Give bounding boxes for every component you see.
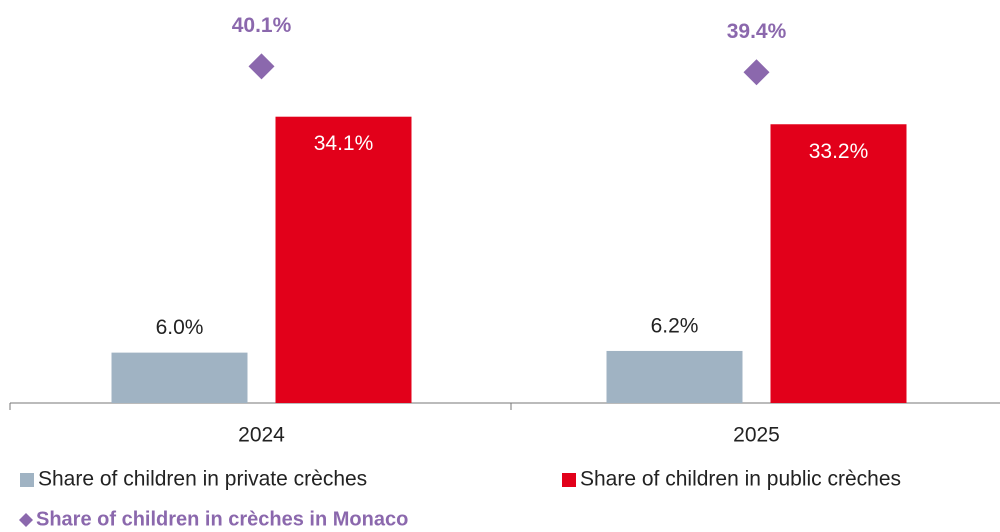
bar (770, 124, 907, 403)
data-label: 34.1% (314, 132, 374, 155)
data-label: 6.2% (651, 314, 699, 337)
legend-label: Share of children in private crèches (38, 468, 367, 491)
bar (275, 116, 412, 403)
bar (111, 352, 248, 403)
data-label: 40.1% (232, 14, 292, 37)
legend-marker (20, 473, 34, 487)
legend-marker (562, 473, 576, 487)
legend-label: Share of children in public crèches (580, 468, 901, 491)
bar (606, 350, 743, 403)
x-tick-label: 2024 (238, 424, 285, 447)
data-label: 33.2% (809, 140, 869, 163)
data-label: 39.4% (727, 20, 787, 43)
marker (248, 53, 275, 80)
data-label: 6.0% (156, 316, 204, 339)
marker (743, 59, 770, 86)
x-tick-label: 2025 (733, 424, 780, 447)
legend-label: Share of children in crèches in Monaco (36, 508, 408, 530)
legend-marker (19, 513, 33, 527)
